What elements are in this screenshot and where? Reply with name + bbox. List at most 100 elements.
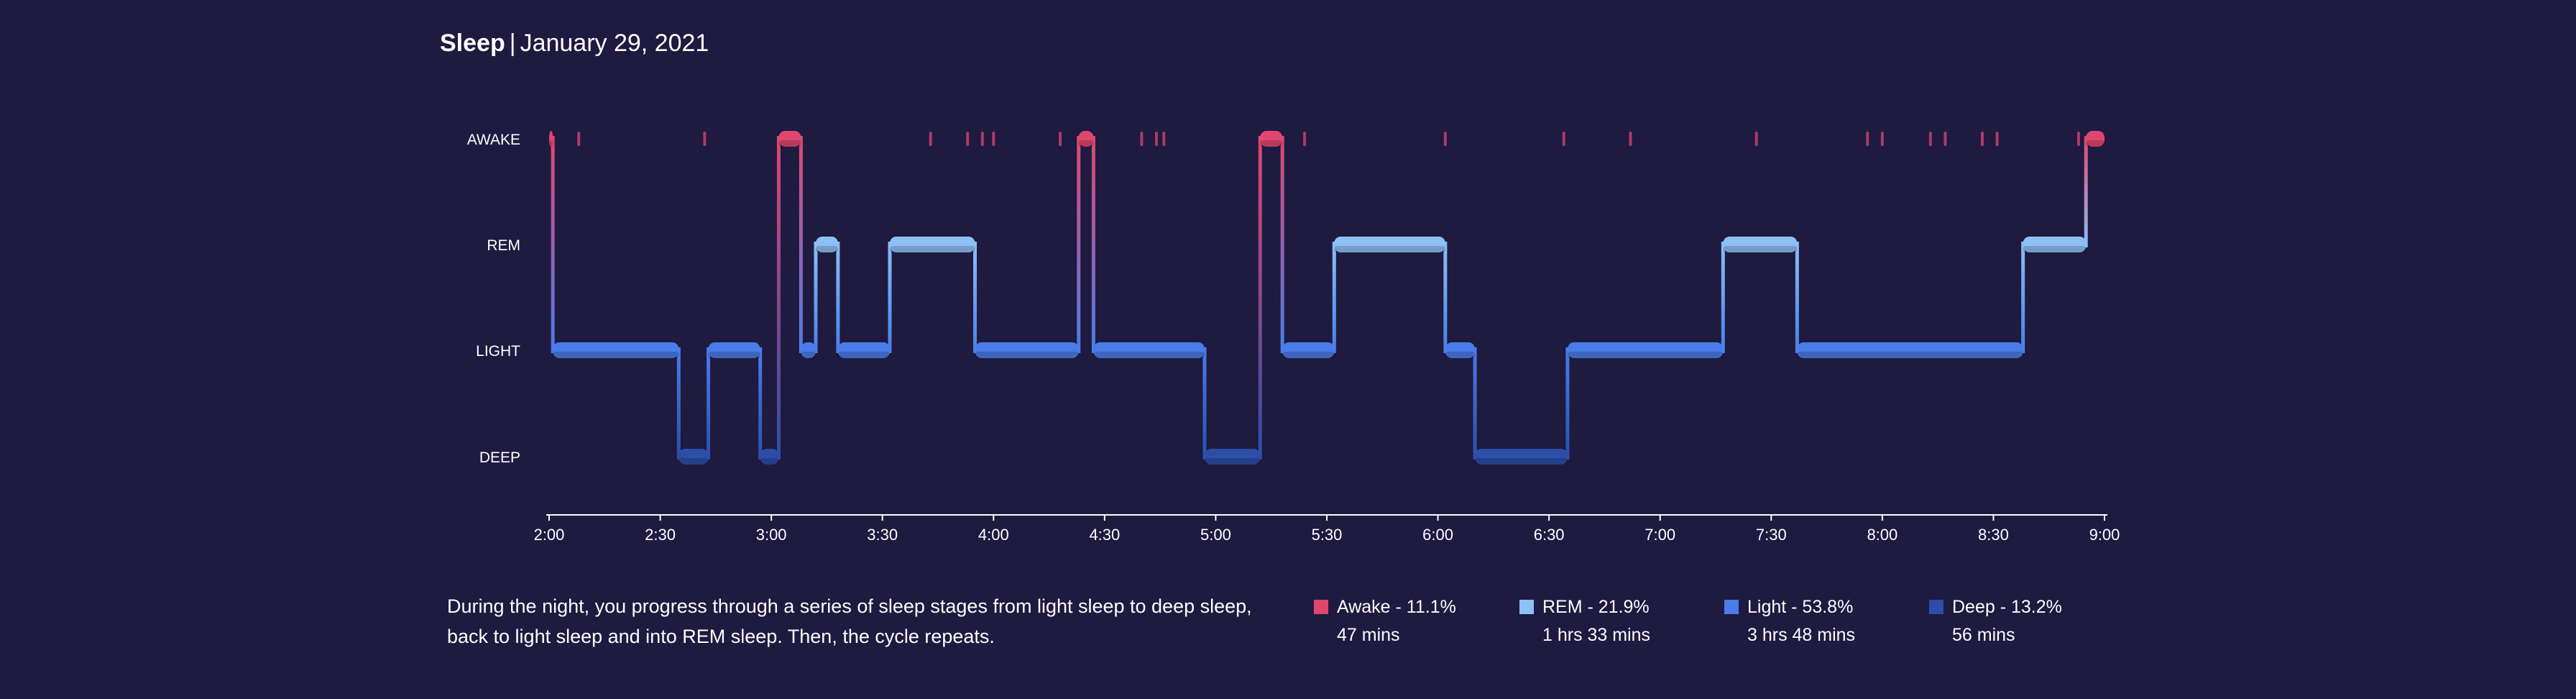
legend-swatch-awake — [1314, 600, 1328, 614]
segment-shade-awake — [549, 140, 553, 147]
transition-light-deep — [1473, 347, 1477, 460]
x-tick-label: 4:30 — [1089, 526, 1120, 544]
transition-light-rem — [1332, 242, 1336, 353]
title-date: January 29, 2021 — [520, 29, 709, 57]
x-tick-label: 4:00 — [978, 526, 1009, 544]
transition-awake-light — [1280, 136, 1284, 353]
segment-light — [1797, 342, 2023, 358]
brief-awakening-mark — [929, 132, 932, 146]
transition-light-deep — [1202, 347, 1207, 460]
x-tick-label: 7:00 — [1644, 526, 1675, 544]
brief-awakening-mark — [1162, 132, 1166, 146]
brief-awakening-mark — [1443, 132, 1447, 146]
brief-awakening-mark — [577, 132, 581, 146]
transition-deep-light — [707, 347, 711, 460]
transition-light-rem — [1721, 242, 1725, 353]
y-label-awake: AWAKE — [467, 132, 520, 148]
transition-light-deep — [676, 347, 681, 460]
transition-rem-light — [1795, 242, 1799, 353]
legend-label-rem: REM - 21.9% — [1542, 597, 1650, 617]
brief-awakening-mark — [1866, 132, 1869, 146]
segment-shade-rem — [815, 246, 838, 252]
stage-transitions — [551, 136, 2088, 460]
transition-light-rem — [814, 242, 818, 353]
segment-rem — [2023, 237, 2087, 252]
x-tick-label: 3:30 — [867, 526, 898, 544]
brief-awakening-mark — [1140, 132, 1144, 146]
page-title: Sleep | January 29, 2021 — [440, 27, 709, 59]
transition-awake-light — [551, 136, 555, 353]
segment-light — [1567, 342, 1724, 358]
brief-awakening-mark — [1995, 132, 1999, 146]
transition-rem-awake — [2084, 136, 2088, 247]
brief-awakening-mark — [980, 132, 984, 146]
segment-light — [837, 342, 891, 358]
segment-shade-deep — [678, 458, 709, 465]
segment-shade-awake — [2086, 140, 2104, 147]
segment-shade-rem — [2023, 246, 2087, 252]
transition-deep-light — [1565, 347, 1570, 460]
segment-shade-light — [1797, 352, 2023, 358]
segment-shade-light — [975, 352, 1079, 358]
brief-awakening-mark — [703, 132, 707, 146]
transition-rem-light — [1443, 242, 1448, 353]
legend-duration-rem: 1 hrs 33 mins — [1542, 625, 1651, 645]
brief-awakening-mark — [2076, 132, 2080, 146]
legend-duration-light: 3 hrs 48 mins — [1747, 625, 1856, 645]
segment-deep — [678, 449, 709, 465]
segment-shade-rem — [1334, 246, 1445, 252]
segment-awake — [549, 131, 553, 147]
segment-shade-light — [837, 352, 891, 358]
transition-deep-awake — [776, 136, 781, 460]
segment-awake — [1078, 131, 1094, 147]
x-tick-label: 2:30 — [645, 526, 676, 544]
segment-deep — [1475, 449, 1568, 465]
sleep-stage-chart: AWAKE REM LIGHT DEEP 2:00 2:30 3:00 3:30 4:00 4:3… — [467, 131, 2120, 544]
segment-shade-deep — [1204, 458, 1261, 465]
segment-awake — [778, 131, 801, 147]
legend-label-deep: Deep - 13.2% — [1952, 597, 2062, 617]
segment-shade-light — [801, 352, 816, 358]
segment-rem — [890, 237, 975, 252]
transition-deep-awake — [1258, 136, 1262, 460]
segment-light — [975, 342, 1079, 358]
brief-awakening-mark — [1303, 132, 1307, 146]
transition-awake-light — [1091, 136, 1095, 353]
transition-light-deep — [758, 347, 763, 460]
brief-awakening-mark — [1944, 132, 1947, 146]
brief-awakening-mark — [1928, 132, 1932, 146]
brief-awakening-mark — [966, 132, 970, 146]
x-tick-label: 9:00 — [2089, 526, 2120, 544]
segment-awake — [1260, 131, 1283, 147]
segment-shade-light — [1445, 352, 1476, 358]
title-text: Sleep — [440, 29, 505, 57]
y-label-rem: REM — [487, 237, 520, 254]
brief-awakenings — [577, 132, 2080, 146]
brief-awakening-mark — [1754, 132, 1758, 146]
segment-shade-light — [1093, 352, 1205, 358]
transition-awake-light — [799, 136, 803, 353]
y-label-light: LIGHT — [476, 343, 520, 360]
legend-swatch-rem — [1519, 600, 1534, 614]
brief-awakening-mark — [1980, 132, 1984, 146]
segment-awake — [2086, 131, 2104, 147]
title-separator: | — [509, 29, 516, 57]
legend-swatch-deep — [1929, 600, 1944, 614]
segment-light — [801, 342, 816, 358]
x-tick-label: 5:00 — [1200, 526, 1231, 544]
x-tick-label: 8:00 — [1867, 526, 1898, 544]
segment-light — [1445, 342, 1476, 358]
segment-shade-light — [708, 352, 760, 358]
transition-light-rem — [888, 242, 892, 353]
transition-rem-light — [973, 242, 978, 353]
segment-light — [1093, 342, 1205, 358]
brief-awakening-mark — [1880, 132, 1884, 146]
transition-light-awake — [1077, 136, 1081, 353]
segment-shade-rem — [1723, 246, 1798, 252]
x-tick-label: 2:00 — [534, 526, 565, 544]
legend-duration-deep: 56 mins — [1952, 625, 2015, 645]
segment-light — [553, 342, 679, 358]
segment-shade-deep — [760, 458, 779, 465]
brief-awakening-mark — [1629, 132, 1632, 146]
